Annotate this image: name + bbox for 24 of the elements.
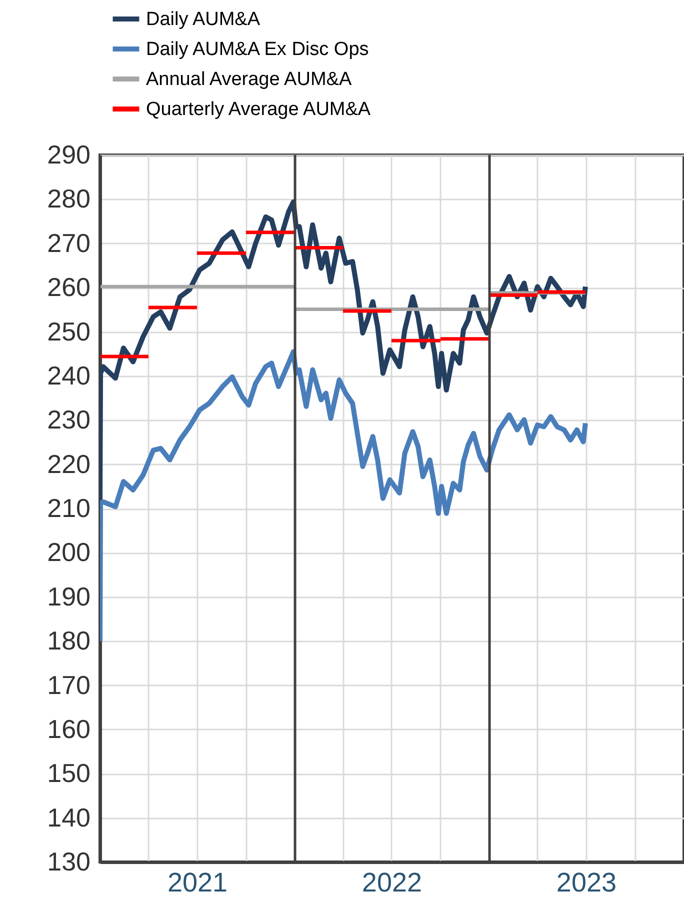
x-tick-label: 2022 [362,868,422,898]
legend-label: Daily AUM&A Ex Disc Ops [146,39,369,60]
y-tick-label: 130 [47,846,90,876]
y-tick-label: 210 [47,493,90,523]
y-tick-label: 280 [47,184,90,214]
y-tick-label: 230 [47,404,90,435]
x-tick-label: 2023 [556,868,616,898]
legend-label: Daily AUM&A [146,9,260,30]
y-tick-label: 290 [47,140,90,170]
y-tick-label: 260 [47,272,90,302]
y-tick-label: 180 [47,626,90,656]
legend-label: Quarterly Average AUM&A [146,99,371,120]
legend-label: Annual Average AUM&A [146,69,352,90]
y-tick-label: 190 [47,581,90,612]
y-tick-label: 200 [47,537,90,568]
y-tick-label: 240 [47,360,90,390]
y-tick-label: 170 [47,670,90,700]
x-tick-label: 2021 [167,868,228,898]
y-tick-label: 220 [47,448,90,479]
y-tick-label: 250 [47,316,90,346]
y-tick-label: 160 [47,714,90,744]
y-tick-label: 270 [47,228,90,258]
y-tick-label: 140 [47,802,90,832]
y-tick-label: 150 [47,758,90,788]
